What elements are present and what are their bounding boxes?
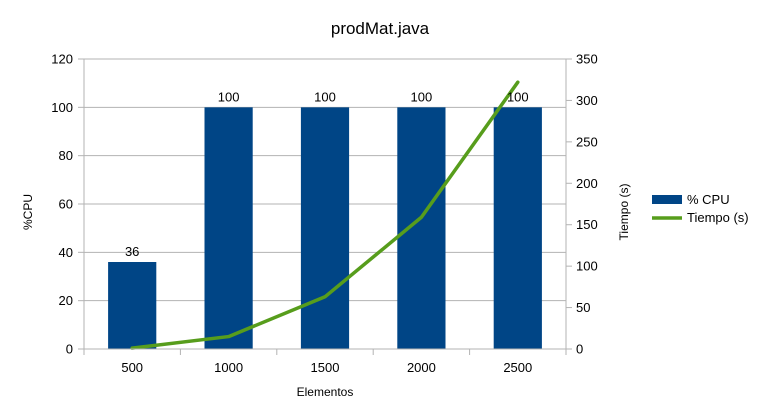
- bar-data-labels: 36 100 100 100 100: [125, 89, 529, 259]
- bar-series: [108, 107, 542, 349]
- axes: [78, 58, 572, 355]
- tiempo-point-2000: [420, 216, 422, 218]
- bar-1500: [300, 107, 350, 349]
- bar-500: [108, 262, 157, 349]
- y-axis-ticks: 0 20 40 60 80 100 120: [51, 52, 73, 357]
- y2-axis-ticks: 0 50 100 150 200 250 300 350: [576, 52, 598, 357]
- y-tick-label-120: 120: [51, 52, 73, 67]
- chart-title: prodMat.java: [331, 19, 430, 38]
- bar-data-label-500: 36: [125, 244, 139, 259]
- y2-tick-label-250: 250: [576, 134, 598, 149]
- bar-data-label-1500: 100: [314, 89, 336, 104]
- y2-tick-label-150: 150: [576, 217, 598, 232]
- legend-label-tiempo: Tiempo (s): [687, 210, 749, 225]
- tiempo-point-2500: [517, 81, 519, 83]
- y2-tick-label-300: 300: [576, 93, 598, 108]
- y2-tick-label-100: 100: [576, 259, 598, 274]
- y2-axis-title: Tiempo (s): [617, 184, 631, 241]
- y2-tick-label-350: 350: [576, 52, 598, 67]
- tiempo-point-1000: [228, 336, 230, 338]
- y-tick-label-80: 80: [59, 148, 73, 163]
- bar-data-label-2500: 100: [507, 89, 529, 104]
- y-tick-label-0: 0: [66, 342, 73, 357]
- bar-2000: [397, 107, 446, 349]
- y-tick-label-20: 20: [59, 293, 73, 308]
- legend-swatch-cpu: [652, 195, 682, 204]
- tiempo-point-500: [131, 347, 133, 349]
- y-tick-label-60: 60: [59, 197, 73, 212]
- legend: % CPU Tiempo (s): [652, 192, 749, 225]
- y2-tick-label-0: 0: [576, 342, 583, 357]
- bar-1000: [204, 107, 253, 349]
- tiempo-point-1500: [324, 296, 326, 298]
- x-tick-label-2000: 2000: [407, 360, 436, 375]
- y2-tick-label-200: 200: [576, 176, 598, 191]
- y-axis-title: %CPU: [21, 194, 35, 230]
- x-tick-label-2500: 2500: [503, 360, 532, 375]
- legend-label-cpu: % CPU: [687, 192, 730, 207]
- bar-data-label-2000: 100: [411, 89, 433, 104]
- bar-2500: [493, 107, 542, 349]
- x-tick-label-1000: 1000: [214, 360, 243, 375]
- x-axis-ticks: 500 1000 1500 2000 2500: [121, 360, 532, 375]
- y2-tick-label-50: 50: [576, 300, 590, 315]
- x-axis-title: Elementos: [297, 385, 354, 399]
- x-tick-label-1500: 1500: [311, 360, 340, 375]
- y-tick-label-100: 100: [51, 100, 73, 115]
- line-series: [130, 80, 520, 350]
- bar-data-label-1000: 100: [218, 89, 240, 104]
- x-tick-label-500: 500: [121, 360, 143, 375]
- y-tick-label-40: 40: [59, 245, 73, 260]
